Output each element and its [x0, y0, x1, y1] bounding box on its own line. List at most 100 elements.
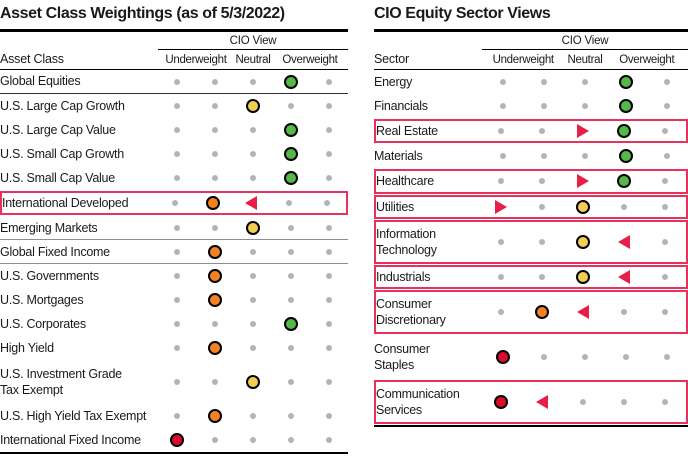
rating-circle-green: [284, 123, 298, 137]
row-label: U.S. Corporates: [0, 317, 86, 332]
placeholder-dot: [326, 248, 332, 255]
placeholder-dot: [499, 153, 506, 160]
change-arrow-left-icon: [618, 269, 631, 284]
placeholder-dot: [174, 413, 180, 420]
placeholder-dot: [662, 238, 669, 245]
rating-dots: [158, 220, 348, 235]
rating-dots: [482, 350, 688, 364]
change-arrow-left-icon: [576, 305, 589, 319]
placeholder-dot: [326, 345, 332, 352]
rating-circle-red: [495, 350, 510, 364]
placeholder-dot: [581, 103, 588, 109]
placeholder-dot: [212, 321, 218, 328]
table-row: Energy: [374, 70, 688, 94]
placeholder-dot: [326, 379, 332, 386]
rating-circle-green: [284, 171, 298, 185]
placeholder-dot: [538, 238, 545, 245]
placeholder-dot: [326, 413, 332, 420]
change-arrow-left-icon: [618, 234, 631, 249]
table-row: U.S. Small Cap Growth: [0, 142, 348, 166]
placeholder-dot: [212, 78, 218, 85]
table-title: Asset Class Weightings (as of 5/3/2022): [0, 0, 348, 32]
rating-circle-orange: [208, 341, 222, 356]
placeholder-dot: [174, 151, 180, 157]
row-label: Consumer Discretionary: [376, 296, 446, 327]
placeholder-dot: [288, 273, 294, 280]
placeholder-dot: [250, 273, 256, 280]
rating-dots: [480, 234, 686, 249]
placeholder-dot: [286, 200, 292, 207]
rating-circle-orange: [206, 196, 220, 211]
row-label: Industrials: [376, 269, 431, 284]
placeholder-dot: [212, 224, 218, 231]
change-arrow-right-icon: [576, 174, 589, 189]
placeholder-dot: [664, 153, 671, 160]
rating-dots: [480, 174, 686, 189]
col-label-overweight: Overweight: [282, 54, 338, 66]
placeholder-dot: [540, 103, 547, 109]
rating-circle-green: [284, 74, 298, 89]
placeholder-dot: [250, 437, 256, 444]
col-label-underweight: Underweight: [492, 54, 555, 66]
column-labels: Underweight Neutral Overweight: [158, 54, 348, 66]
placeholder-dot: [212, 379, 218, 386]
placeholder-dot: [324, 200, 330, 207]
table-row: U.S. Corporates: [0, 312, 348, 336]
table-title: CIO Equity Sector Views: [374, 0, 688, 32]
placeholder-dot: [326, 103, 332, 109]
placeholder-dot: [538, 128, 545, 135]
placeholder-dot: [250, 127, 256, 133]
row-label: International Developed: [2, 196, 129, 210]
rating-dots: [482, 149, 688, 164]
placeholder-dot: [662, 128, 669, 135]
row-label: U.S. Large Cap Value: [0, 122, 116, 137]
rating-circle-yellow: [246, 220, 260, 235]
placeholder-dot: [662, 203, 669, 210]
placeholder-dot: [538, 203, 545, 210]
rating-circle-orange: [208, 244, 222, 259]
placeholder-dot: [212, 151, 218, 157]
rating-dots: [158, 99, 348, 113]
row-label: U.S. Small Cap Value: [0, 170, 115, 185]
placeholder-dot: [250, 248, 256, 255]
rating-circle-yellow: [575, 199, 590, 214]
placeholder-dot: [326, 78, 332, 85]
column-labels: Underweight Neutral Overweight: [482, 54, 688, 66]
placeholder-dot: [540, 153, 547, 160]
placeholder-dot: [212, 103, 218, 109]
placeholder-dot: [540, 354, 547, 360]
table-row: U.S. Small Cap Value: [0, 166, 348, 190]
col-label-neutral: Neutral: [235, 54, 271, 66]
equity-sector-views-table: CIO Equity Sector Views CIO View Sector …: [374, 0, 688, 427]
rating-dots: [156, 196, 346, 211]
table-row: Consumer Staples: [374, 335, 688, 379]
placeholder-dot: [174, 103, 180, 109]
placeholder-dot: [497, 238, 504, 245]
placeholder-dot: [581, 153, 588, 160]
table-row: U.S. Governments: [0, 264, 348, 288]
placeholder-dot: [174, 224, 180, 231]
rating-dots: [158, 409, 348, 424]
rating-dots: [158, 293, 348, 308]
placeholder-dot: [662, 178, 669, 185]
table-row: Financials: [374, 94, 688, 118]
rating-circle-orange: [208, 409, 222, 424]
table-row: Information Technology: [374, 219, 688, 264]
rating-circle-yellow: [246, 375, 260, 390]
table-row: Communication Services: [374, 380, 688, 424]
rating-circle-orange: [208, 293, 222, 308]
rating-circle-green: [619, 99, 634, 113]
asset-class-weightings-table: Asset Class Weightings (as of 5/3/2022) …: [0, 0, 348, 455]
row-label: Communication Services: [376, 386, 460, 417]
rating-circle-green: [617, 124, 632, 139]
col-label-underweight: Underweight: [165, 54, 227, 66]
rating-dots: [480, 269, 686, 284]
placeholder-dot: [250, 175, 256, 181]
placeholder-dot: [664, 103, 671, 109]
placeholder-dot: [212, 437, 218, 444]
table-body: Global Equities U.S. Large Cap Growth U.S.…: [0, 70, 348, 455]
placeholder-dot: [174, 321, 180, 328]
cio-view-label: CIO View: [482, 32, 688, 50]
placeholder-dot: [326, 127, 332, 133]
